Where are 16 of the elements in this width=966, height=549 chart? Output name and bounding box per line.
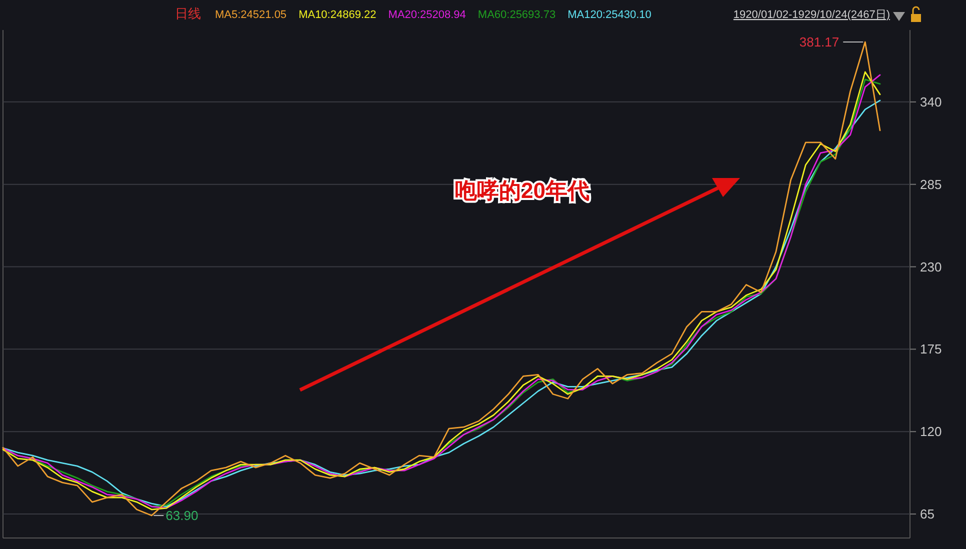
annotation: 咆哮的20年代 <box>455 178 590 203</box>
text: MA120:25430.10 <box>568 9 652 21</box>
y-tick-label: 120 <box>920 424 942 440</box>
y-tick-label: 230 <box>920 259 942 274</box>
y-tick-label: 285 <box>920 176 942 192</box>
annotation: 381.17 <box>799 34 840 50</box>
text: 1920/01/02-1929/10/24(2467日) <box>733 9 890 21</box>
annotation: 63.90 <box>166 508 198 524</box>
text: MA60:25693.73 <box>478 9 556 21</box>
text: MA10:24869.22 <box>298 9 376 21</box>
y-tick-label: 340 <box>920 94 942 110</box>
text: 日线 <box>175 6 201 21</box>
text: MA20:25208.94 <box>388 9 466 21</box>
text: MA5:24521.05 <box>215 9 287 21</box>
y-tick-label: 175 <box>920 342 942 357</box>
y-tick-label: 65 <box>920 506 934 522</box>
